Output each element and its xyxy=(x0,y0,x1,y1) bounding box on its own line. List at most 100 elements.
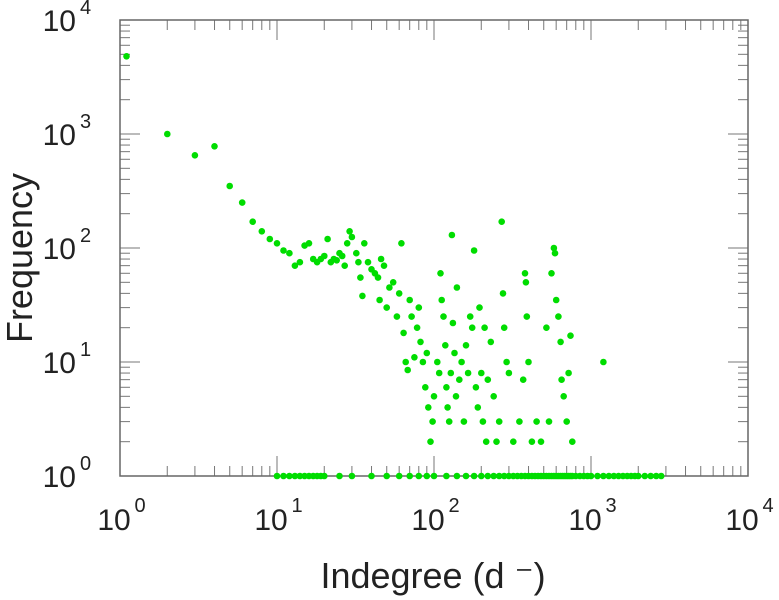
data-point xyxy=(425,404,432,411)
data-point xyxy=(458,358,465,366)
data-point xyxy=(422,384,429,391)
data-point xyxy=(528,438,536,446)
data-point xyxy=(462,472,470,480)
y-tick-label: 10 xyxy=(43,347,76,380)
data-point xyxy=(443,384,450,391)
data-point xyxy=(164,130,171,138)
data-point xyxy=(280,247,287,254)
data-point xyxy=(411,354,418,361)
data-point xyxy=(333,257,341,264)
data-point xyxy=(495,418,503,425)
data-point xyxy=(423,349,431,357)
data-point xyxy=(395,472,403,480)
data-point xyxy=(400,329,407,337)
x-tick-label: 10 xyxy=(725,504,758,537)
data-point xyxy=(635,472,642,480)
data-point xyxy=(258,228,266,235)
data-point xyxy=(408,313,415,320)
data-point xyxy=(249,218,256,225)
data-point xyxy=(321,472,328,480)
data-point xyxy=(336,472,343,480)
data-point xyxy=(415,304,423,311)
data-point xyxy=(280,472,287,480)
data-point xyxy=(555,313,562,320)
data-point xyxy=(605,472,613,480)
data-point xyxy=(510,438,517,446)
data-point xyxy=(558,376,565,384)
data-point xyxy=(444,404,451,411)
data-point xyxy=(273,240,281,247)
data-point xyxy=(462,342,470,349)
data-point xyxy=(440,313,447,320)
y-tick-label: 10 xyxy=(43,233,76,266)
data-point xyxy=(550,244,558,252)
data-point xyxy=(291,262,299,270)
data-point xyxy=(406,296,414,304)
data-point xyxy=(500,324,508,332)
data-point xyxy=(434,358,441,366)
data-point xyxy=(466,313,474,320)
data-point xyxy=(448,231,456,239)
data-point xyxy=(468,324,476,332)
data-point xyxy=(472,384,480,391)
data-point xyxy=(374,274,382,281)
data-point xyxy=(406,472,414,480)
data-point xyxy=(417,338,424,346)
data-point xyxy=(389,279,397,286)
data-point xyxy=(551,249,559,257)
data-point xyxy=(499,290,507,297)
data-point xyxy=(453,284,461,291)
x-tick-label: 10 xyxy=(411,504,444,537)
data-point xyxy=(338,252,346,260)
data-point xyxy=(296,472,304,480)
data-point xyxy=(470,247,478,254)
data-point xyxy=(415,472,423,480)
data-point xyxy=(305,240,313,247)
data-point xyxy=(560,393,567,400)
y-tick-exponent: 2 xyxy=(80,225,91,247)
y-tick-exponent: 0 xyxy=(80,453,91,475)
data-point xyxy=(364,258,372,266)
x-tick-label: 10 xyxy=(97,504,130,537)
data-point xyxy=(490,472,498,480)
data-point xyxy=(452,393,460,400)
data-point xyxy=(600,358,607,366)
data-point xyxy=(346,228,353,235)
data-point xyxy=(476,304,483,311)
data-point xyxy=(286,249,293,257)
data-point xyxy=(500,472,508,480)
data-point xyxy=(481,324,488,332)
data-point xyxy=(191,152,199,159)
y-tick-exponent: 4 xyxy=(80,0,91,19)
data-point xyxy=(368,472,375,480)
data-point xyxy=(348,472,356,480)
data-point xyxy=(419,358,427,366)
data-point xyxy=(291,472,299,480)
data-point xyxy=(343,240,351,247)
data-point xyxy=(380,262,388,270)
data-point xyxy=(395,290,403,297)
data-point xyxy=(449,319,457,327)
data-point xyxy=(238,199,246,206)
data-point xyxy=(519,376,527,384)
data-point xyxy=(361,240,368,247)
data-point xyxy=(437,270,444,277)
data-point xyxy=(641,472,649,480)
data-point xyxy=(423,472,431,480)
data-point xyxy=(456,376,463,384)
x-tick-exponent: 2 xyxy=(448,495,459,517)
x-tick-labels: 10 0 10 1 10 2 10 3 10 4 xyxy=(97,495,773,537)
plot-frame xyxy=(119,19,749,477)
data-point xyxy=(404,366,412,374)
data-point xyxy=(652,472,660,480)
data-point xyxy=(296,258,304,266)
data-point xyxy=(525,358,532,366)
data-point xyxy=(470,472,478,480)
data-point xyxy=(495,472,503,480)
x-tick-exponent: 4 xyxy=(762,495,773,517)
data-point xyxy=(493,438,500,446)
data-point xyxy=(402,358,410,366)
